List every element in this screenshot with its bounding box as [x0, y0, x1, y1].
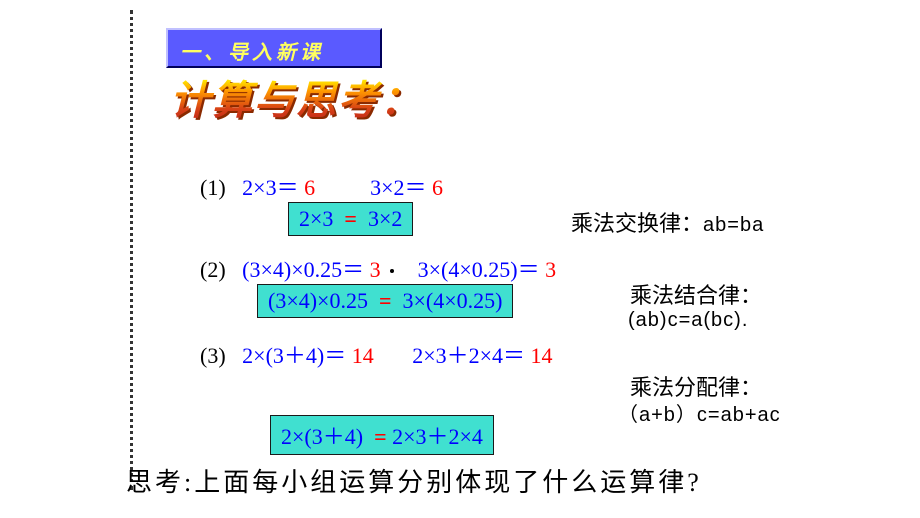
- row3-right-expr: 2×3＋2×4＝: [412, 343, 525, 368]
- row3-law-formula: （a+b）c=ab+ac: [618, 404, 781, 426]
- row-1-equations: (1) 2×3＝ 6 3×2＝ 6: [200, 170, 443, 202]
- row3-label: (3): [200, 343, 226, 368]
- row-2-box-wrap: (3×4)×0.25 = 3×(4×0.25): [257, 284, 513, 318]
- row2-left-expr: (3×4)×0.25＝: [242, 257, 364, 282]
- section-header-text: 一、导入新课: [180, 42, 324, 64]
- row1-law-label: 乘法交换律：: [571, 211, 703, 236]
- row3-right-ans: 14: [531, 343, 553, 368]
- row1-right-ans: 6: [432, 175, 443, 200]
- row1-left-expr: 2×3＝: [242, 175, 298, 200]
- row3-left-ans: 14: [352, 343, 374, 368]
- row3-left-expr: 2×(3＋4)＝: [242, 343, 346, 368]
- row3-box: 2×(3＋4) = 2×3＋2×4: [270, 415, 494, 455]
- left-dotted-border: [130, 10, 133, 490]
- thinking-question: 思考:上面每小组运算分别体现了什么运算律?: [126, 462, 702, 499]
- row-1-box-wrap: 2×3 = 3×2: [288, 202, 413, 236]
- row2-law-f: (ab)c=a(bc).: [628, 306, 748, 332]
- row2-box: (3×4)×0.25 = 3×(4×0.25): [257, 284, 513, 318]
- row3-law-label: 乘法分配律：: [630, 375, 762, 400]
- subtitle-fancy: 计算与思考：: [170, 68, 422, 126]
- row1-box-right: 3×2: [368, 206, 402, 231]
- dot-sep: [390, 269, 394, 273]
- row1-law-formula: ab=ba: [703, 214, 764, 236]
- row1-box-left: 2×3: [299, 206, 333, 231]
- row1-left-ans: 6: [304, 175, 315, 200]
- row3-law-f: （a+b）c=ab+ac: [618, 398, 781, 427]
- row3-box-right: 2×3＋2×4: [392, 424, 483, 449]
- row2-box-right: 3×(4×0.25): [403, 288, 503, 313]
- row3-box-eq: =: [374, 424, 387, 449]
- row2-label: (2): [200, 257, 226, 282]
- row3-box-left: 2×(3＋4): [281, 424, 363, 449]
- row2-box-eq: =: [379, 288, 392, 313]
- row2-right-expr: 3×(4×0.25)＝: [418, 257, 540, 282]
- section-header: 一、导入新课: [166, 28, 382, 68]
- row1-box-eq: =: [344, 206, 357, 231]
- row1-law: 乘法交换律：ab=ba: [571, 206, 764, 238]
- row2-left-ans: 3: [370, 257, 381, 282]
- row-3-box-wrap: 2×(3＋4) = 2×3＋2×4: [270, 415, 494, 455]
- row1-label: (1): [200, 175, 226, 200]
- row2-law-formula: (ab)c=a(bc).: [628, 309, 748, 331]
- row1-right-expr: 3×2＝: [370, 175, 426, 200]
- row-3-equations: (3) 2×(3＋4)＝ 14 2×3＋2×4＝ 14: [200, 338, 553, 370]
- row-2-equations: (2) (3×4)×0.25＝ 3 3×(4×0.25)＝ 3: [200, 252, 556, 284]
- row2-box-left: (3×4)×0.25: [268, 288, 368, 313]
- row2-law-label: 乘法结合律：: [630, 283, 762, 308]
- row1-box: 2×3 = 3×2: [288, 202, 413, 236]
- row2-right-ans: 3: [545, 257, 556, 282]
